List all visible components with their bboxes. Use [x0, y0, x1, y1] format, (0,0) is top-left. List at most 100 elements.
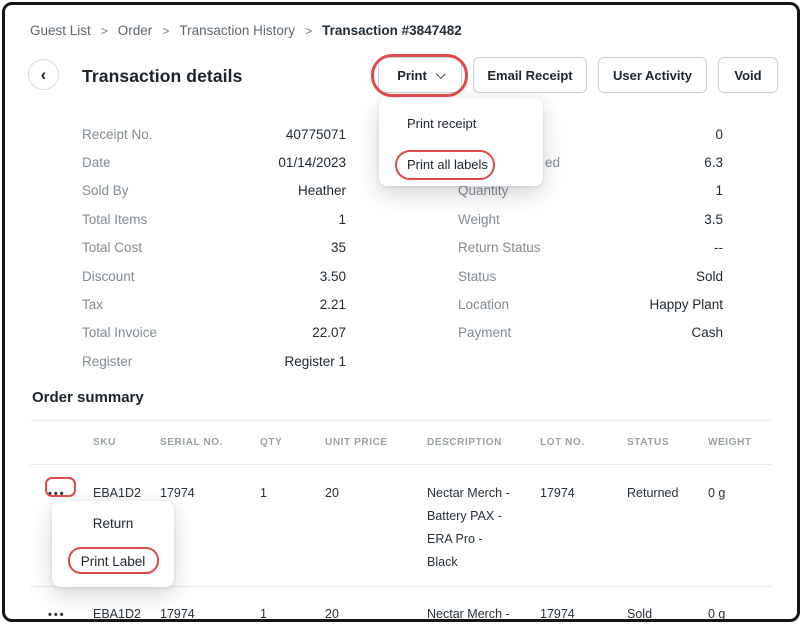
detail-row-return-status: Return Status --: [458, 234, 723, 262]
order-table-row: ••• EBA1D2 17974 1 20 Nectar Merch - 17974 Sold…: [30, 586, 772, 621]
void-button-label: Void: [734, 67, 762, 83]
detail-value: 3.50: [319, 268, 346, 284]
detail-row-sold-by: Sold By Heather: [82, 177, 346, 205]
detail-label: Total Invoice: [82, 325, 158, 341]
detail-label: Date: [82, 155, 111, 171]
detail-row-quantity: Quantity 1: [458, 177, 723, 205]
print-button-label: Print: [397, 67, 427, 83]
order-table-header: SKU SERIAL NO. QTY UNIT PRICE DESCRIPTION LOT…: [30, 420, 772, 465]
row-menu-item-return-label: Return: [92, 515, 134, 531]
print-menu-item-print-all-labels[interactable]: Print all labels: [379, 144, 543, 185]
detail-value: 22.07: [312, 325, 346, 341]
detail-label: Receipt No.: [82, 126, 153, 142]
order-table-header-unit-price: UNIT PRICE: [325, 437, 388, 448]
cell-lot-no: 17974: [540, 486, 575, 500]
detail-row-register: Register Register 1: [82, 347, 346, 375]
print-dropdown-menu: Print receipt Print all labels: [379, 98, 543, 186]
cell-qty: 1: [260, 607, 267, 621]
row-menu-item-print-label-label: Print Label: [80, 553, 146, 569]
detail-value: 35: [330, 240, 346, 256]
cell-unit-price: 20: [325, 486, 339, 500]
breadcrumb-item-transaction-history[interactable]: Transaction History: [179, 23, 296, 38]
breadcrumb-item-order[interactable]: Order: [117, 23, 153, 38]
back-button[interactable]: ‹: [28, 59, 59, 90]
header-actions: Print Email Receipt User Activity Void: [378, 57, 778, 93]
detail-value: Cash: [691, 325, 723, 341]
cell-description: Nectar Merch - Battery PAX - ERA Pro - B…: [427, 486, 510, 569]
row-actions-menu: Return Print Label: [52, 501, 174, 587]
page-title: Transaction details: [82, 66, 243, 86]
detail-label: Weight: [458, 211, 500, 227]
order-table-header-sku: SKU: [93, 437, 116, 448]
row-actions-cell: •••: [48, 603, 93, 621]
detail-value: 01/14/2023: [278, 155, 346, 171]
detail-value: 3.5: [704, 211, 723, 227]
order-table-header-serial-no: SERIAL NO.: [160, 437, 224, 448]
detail-row-total-invoice: Total Invoice 22.07: [82, 319, 346, 347]
cell-sku: EBA1D2: [93, 486, 141, 500]
detail-row-discount: Discount 3.50: [82, 262, 346, 290]
cell-status: Returned: [627, 486, 679, 500]
print-menu-item-print-receipt[interactable]: Print receipt: [379, 103, 543, 144]
detail-label: Location: [458, 297, 510, 313]
breadcrumb-separator: >: [162, 23, 170, 38]
cell-serial-no: 17974: [160, 486, 195, 500]
detail-row-status: Status Sold: [458, 262, 723, 290]
details-left-column: Receipt No. 40775071 Date 01/14/2023 Sold By…: [82, 120, 346, 376]
detail-value: Sold: [695, 268, 723, 284]
user-activity-button-label: User Activity: [613, 67, 692, 83]
chevron-left-icon: ‹: [40, 65, 47, 84]
cell-description: Nectar Merch -: [427, 607, 510, 621]
cell-weight: 0 g: [708, 607, 726, 621]
breadcrumb-item-guest-list[interactable]: Guest List: [30, 23, 91, 38]
row-menu-item-print-label[interactable]: Print Label: [52, 542, 174, 580]
detail-label: Total Items: [82, 211, 148, 227]
print-menu-item-print-receipt-label: Print receipt: [407, 116, 477, 131]
email-receipt-button[interactable]: Email Receipt: [473, 57, 587, 93]
row-actions-button[interactable]: •••: [48, 488, 66, 500]
detail-value: --: [714, 240, 723, 256]
print-button[interactable]: Print: [378, 57, 462, 93]
cell-serial-no: 17974: [160, 607, 195, 621]
detail-value: 40775071: [285, 126, 346, 142]
detail-label: ed: [545, 155, 561, 171]
print-menu-item-print-all-labels-label: Print all labels: [407, 157, 488, 172]
detail-label: Return Status: [458, 240, 541, 256]
cell-qty: 1: [260, 486, 267, 500]
order-table-header-description: DESCRIPTION: [427, 437, 502, 448]
order-summary-table: SKU SERIAL NO. QTY UNIT PRICE DESCRIPTION LOT…: [30, 420, 772, 621]
order-table-header-lot-no: LOT NO.: [540, 437, 585, 448]
detail-row-date: Date 01/14/2023: [82, 148, 346, 176]
cell-status: Sold: [627, 607, 653, 621]
order-table-header-weight: WEIGHT: [708, 437, 752, 448]
breadcrumb-item-transaction-3847482[interactable]: Transaction #3847482: [322, 23, 462, 38]
email-receipt-button-label: Email Receipt: [487, 67, 573, 83]
row-actions-cell: •••: [48, 482, 93, 505]
detail-label: Quantity: [458, 183, 509, 199]
order-table-header-qty: QTY: [260, 437, 283, 448]
breadcrumb-separator: >: [100, 23, 108, 38]
detail-value: Happy Plant: [649, 297, 723, 313]
detail-value: Register 1: [284, 353, 346, 369]
cell-lot-no: 17974: [540, 607, 575, 621]
detail-label: Register: [82, 353, 133, 369]
row-menu-item-return[interactable]: Return: [52, 504, 174, 542]
detail-value: 2.21: [319, 297, 346, 313]
user-activity-button[interactable]: User Activity: [598, 57, 707, 93]
order-summary-title: Order summary: [32, 389, 144, 406]
row-actions-button[interactable]: •••: [48, 609, 66, 621]
detail-value: 1: [715, 183, 723, 199]
breadcrumb: Guest List > Order > Transaction History > Tra…: [30, 23, 462, 38]
detail-value: 0: [715, 126, 723, 142]
detail-row-location: Location Happy Plant: [458, 290, 723, 318]
detail-label: Payment: [458, 325, 512, 341]
detail-value: 1: [338, 211, 346, 227]
cell-weight: 0 g: [708, 486, 726, 500]
details-right-column: 0 ed 6.3 Quantity 1 Weight 3.5 Return Status -- S…: [458, 120, 723, 347]
order-table-row: ••• EBA1D2 17974 1 20 Nectar Merch - Battery …: [30, 465, 772, 586]
detail-row-ed: ed 6.3: [458, 148, 723, 176]
void-button[interactable]: Void: [718, 57, 778, 93]
detail-label: Tax: [82, 297, 104, 313]
detail-label: Total Cost: [82, 240, 143, 256]
